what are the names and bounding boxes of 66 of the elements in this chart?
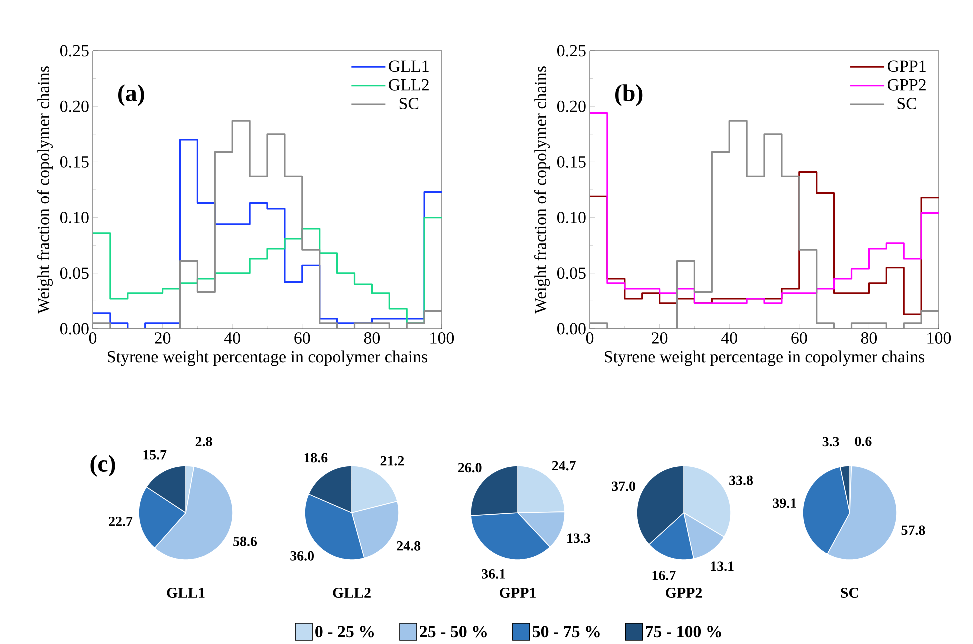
data-label: 13.1 — [711, 562, 734, 572]
data-label: 58.6 — [234, 536, 258, 546]
legend-label: GPP1 — [888, 60, 926, 72]
x-tick-label: 80 — [364, 332, 380, 344]
data-label: 0.6 — [855, 436, 872, 446]
x-tick-label: 20 — [652, 332, 668, 344]
text: GLL2 — [333, 588, 371, 598]
x-tick-label: 0 — [586, 332, 594, 344]
data-label: 13.3 — [568, 534, 590, 544]
data-label: 36.0 — [290, 551, 314, 561]
data-label: 3.3 — [822, 437, 840, 447]
y-tick-label: 0.20 — [557, 100, 586, 112]
x-tick-label: 60 — [792, 332, 808, 344]
y-tick-label: 0.20 — [60, 100, 89, 112]
data-label: 39.1 — [773, 498, 796, 508]
legend-label: 25 - 50 % — [420, 626, 487, 638]
data-label: 57.8 — [902, 526, 926, 536]
legend-label: GLL1 — [389, 60, 429, 72]
y-axis-title: Weight fraction of copolymer chains — [534, 66, 550, 314]
y-tick-label: 0.25 — [60, 45, 89, 57]
x-tick-label: 0 — [89, 332, 97, 344]
data-label: 37.0 — [612, 482, 636, 492]
y-tick-label: 0.10 — [60, 212, 89, 224]
y-axis-title: Weight fraction of copolymer chains — [37, 66, 53, 314]
data-label: 21.2 — [380, 456, 404, 466]
legend-label: SC — [400, 98, 419, 110]
data-label: 2.8 — [196, 437, 212, 447]
text: GPP2 — [666, 588, 702, 598]
y-tick-label: 0.00 — [60, 323, 89, 335]
x-tick-label: 40 — [721, 332, 738, 344]
x-tick-label: 100 — [928, 332, 952, 344]
legend-label: 0 - 25 % — [316, 626, 374, 638]
y-tick-label: 0.10 — [557, 212, 586, 224]
x-tick-label: 80 — [861, 332, 878, 344]
y-tick-label: 0.15 — [60, 156, 89, 168]
legend-label: GLL2 — [389, 79, 429, 91]
data-label: 26.0 — [458, 463, 482, 473]
legend-label: SC — [898, 98, 916, 110]
x-axis-title: Styrene weight percentage in copolymer chains — [108, 350, 428, 366]
data-label: 24.7 — [552, 461, 576, 471]
text: (c) — [90, 455, 116, 477]
legend-label: GPP2 — [888, 79, 926, 91]
x-tick-label: 40 — [224, 332, 240, 344]
y-tick-label: 0.15 — [557, 156, 586, 168]
data-label: 33.8 — [730, 476, 754, 486]
y-tick-label: 0.25 — [557, 45, 586, 57]
legend-label: 75 - 100 % — [646, 626, 722, 638]
data-label: 16.7 — [652, 570, 676, 580]
x-tick-label: 60 — [294, 332, 310, 344]
x-tick-label: 100 — [430, 332, 454, 344]
legend-label: 50 - 75 % — [533, 626, 600, 638]
x-axis-title: Styrene weight percentage in copolymer chains — [605, 350, 925, 366]
data-label: 18.6 — [304, 453, 328, 463]
annotation: (a) — [118, 84, 144, 106]
y-tick-label: 0.05 — [60, 268, 89, 280]
text: GLL1 — [167, 588, 205, 598]
text: GPP1 — [500, 588, 536, 598]
annotation: (b) — [616, 84, 643, 106]
text: SC — [841, 588, 858, 598]
data-label: 22.7 — [109, 516, 133, 526]
x-tick-label: 20 — [155, 332, 171, 344]
data-label: 24.8 — [397, 541, 421, 551]
data-label: 36.1 — [482, 569, 506, 579]
data-label: 15.7 — [144, 450, 167, 460]
y-tick-label: 0.00 — [557, 323, 586, 335]
y-tick-label: 0.05 — [557, 268, 586, 280]
